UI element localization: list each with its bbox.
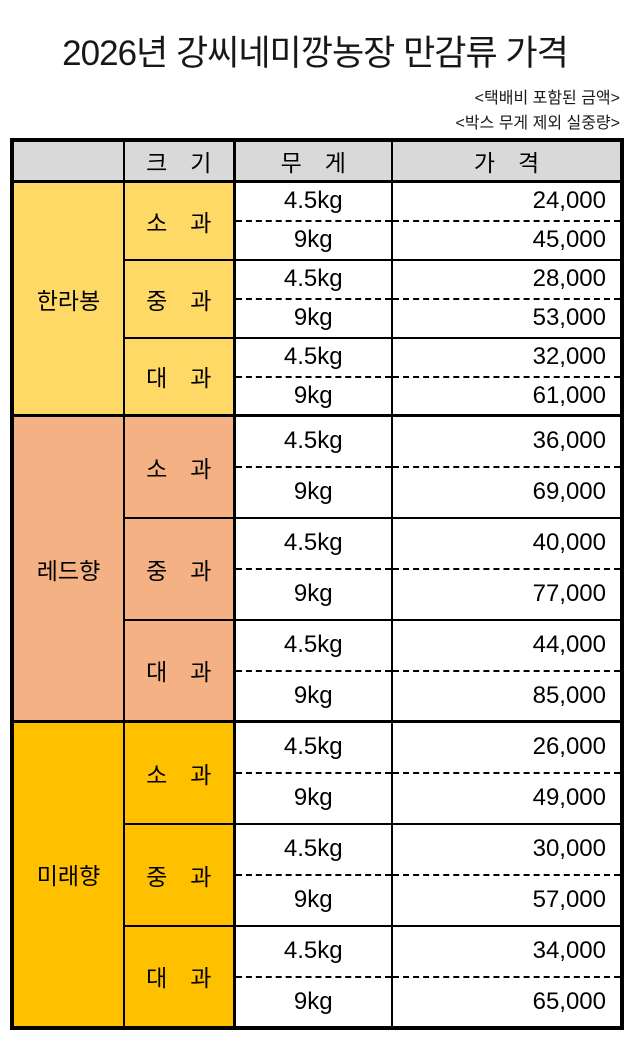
price-cell: 34,000 <box>392 925 622 978</box>
price-cell: 65,000 <box>392 976 622 1029</box>
price-table: 크 기 무 게 가 격 한라봉 소 과 4.5kg 24,000 9kg 45,… <box>10 138 624 1030</box>
price-cell: 77,000 <box>392 568 622 621</box>
size-cell: 대 과 <box>124 337 236 417</box>
weight-cell: 9kg <box>234 298 393 339</box>
table-row: 9kg 69,000 <box>12 466 622 519</box>
price-cell: 28,000 <box>392 259 622 300</box>
table-row: 9kg 61,000 <box>12 376 622 417</box>
table-row: 미래향 소 과 4.5kg 26,000 <box>12 721 622 1029</box>
weight-cell: 9kg <box>234 670 393 723</box>
size-cell: 소 과 <box>124 181 236 261</box>
notes-block: <택배비 포함된 금액> <박스 무게 제외 실중량> <box>0 86 620 136</box>
col-header-fruit <box>12 140 125 183</box>
header-row: 크 기 무 게 가 격 <box>12 140 622 183</box>
fruit-cell-hallabong: 한라봉 <box>12 181 125 417</box>
price-cell: 49,000 <box>392 772 622 825</box>
price-cell: 85,000 <box>392 670 622 723</box>
price-cell: 53,000 <box>392 298 622 339</box>
table-row: 대 과 4.5kg 32,000 <box>12 337 622 417</box>
col-header-price: 가 격 <box>392 140 622 183</box>
weight-cell: 4.5kg <box>234 259 393 300</box>
weight-cell: 4.5kg <box>234 415 393 468</box>
price-cell: 26,000 <box>392 721 622 774</box>
table-row: 대 과 4.5kg 44,000 <box>12 619 622 723</box>
price-cell: 36,000 <box>392 415 622 468</box>
table-row: 9kg 77,000 <box>12 568 622 621</box>
weight-cell: 9kg <box>234 976 393 1029</box>
weight-cell: 9kg <box>234 466 393 519</box>
weight-cell: 4.5kg <box>234 619 393 672</box>
price-cell: 30,000 <box>392 823 622 876</box>
table-row: 레드향 소 과 4.5kg 36,000 <box>12 415 622 723</box>
note-shipping-included: <택배비 포함된 금액> <box>474 90 620 107</box>
table-row: 9kg 45,000 <box>12 220 622 261</box>
weight-cell: 4.5kg <box>234 337 393 378</box>
note-net-weight: <박스 무게 제외 실중량> <box>455 115 620 132</box>
col-header-size: 크 기 <box>124 140 236 183</box>
table-row: 9kg 49,000 <box>12 772 622 825</box>
price-cell: 40,000 <box>392 517 622 570</box>
size-cell: 중 과 <box>124 823 236 927</box>
table-row: 한라봉 소 과 4.5kg 24,000 <box>12 181 622 417</box>
weight-cell: 4.5kg <box>234 517 393 570</box>
price-cell: 57,000 <box>392 874 622 927</box>
table-row: 9kg 57,000 <box>12 874 622 927</box>
table-row: 중 과 4.5kg 30,000 <box>12 823 622 927</box>
table-row: 9kg 85,000 <box>12 670 622 723</box>
size-cell: 중 과 <box>124 259 236 339</box>
col-header-weight: 무 게 <box>234 140 393 183</box>
table-row: 중 과 4.5kg 40,000 <box>12 517 622 621</box>
weight-cell: 4.5kg <box>234 925 393 978</box>
weight-cell: 4.5kg <box>234 721 393 774</box>
weight-cell: 4.5kg <box>234 181 393 222</box>
weight-cell: 9kg <box>234 376 393 417</box>
table-row: 9kg 65,000 <box>12 976 622 1029</box>
table-row: 중 과 4.5kg 28,000 <box>12 259 622 339</box>
size-cell: 대 과 <box>124 925 236 1029</box>
price-cell: 45,000 <box>392 220 622 261</box>
size-cell: 대 과 <box>124 619 236 723</box>
price-cell: 24,000 <box>392 181 622 222</box>
size-cell: 소 과 <box>124 415 236 519</box>
table-row: 대 과 4.5kg 34,000 <box>12 925 622 1029</box>
size-cell: 소 과 <box>124 721 236 825</box>
weight-cell: 9kg <box>234 568 393 621</box>
fruit-cell-redhyang: 레드향 <box>12 415 125 723</box>
table-row: 9kg 53,000 <box>12 298 622 339</box>
price-cell: 69,000 <box>392 466 622 519</box>
weight-cell: 4.5kg <box>234 823 393 876</box>
fruit-cell-miraehyang: 미래향 <box>12 721 125 1029</box>
weight-cell: 9kg <box>234 220 393 261</box>
size-cell: 중 과 <box>124 517 236 621</box>
price-cell: 32,000 <box>392 337 622 378</box>
weight-cell: 9kg <box>234 772 393 825</box>
price-cell: 61,000 <box>392 376 622 417</box>
price-cell: 44,000 <box>392 619 622 672</box>
page-title: 2026년 강씨네미깡농장 만감류 가격 <box>62 34 569 73</box>
weight-cell: 9kg <box>234 874 393 927</box>
